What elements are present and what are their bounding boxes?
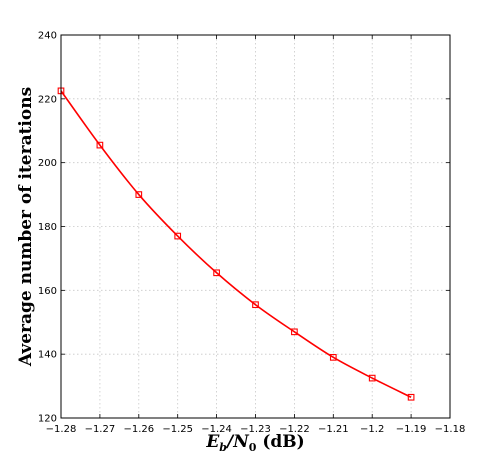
x-tick-label: −1.28 bbox=[46, 424, 77, 435]
y-tick-label: 120 bbox=[38, 414, 57, 425]
series-line bbox=[60, 90, 412, 398]
data-point-marker bbox=[213, 269, 220, 277]
y-tick-label: 180 bbox=[38, 222, 57, 233]
x-tick-label: −1.19 bbox=[396, 424, 427, 435]
y-tick-label: 220 bbox=[38, 94, 57, 105]
x-tick-label: −1.25 bbox=[162, 424, 193, 435]
x-tick-label: −1.26 bbox=[123, 424, 154, 435]
data-point-marker bbox=[329, 354, 337, 361]
x-axis-label: Eb/N0 (dB) bbox=[205, 432, 304, 454]
x-tick-label: −1.2 bbox=[360, 424, 384, 435]
data-point-marker bbox=[252, 301, 259, 309]
y-axis-label: Average number of iterations bbox=[16, 87, 36, 367]
x-axis-label-unit: (dB) bbox=[256, 432, 304, 452]
data-point-marker bbox=[96, 141, 104, 149]
x-tick-label: −1.27 bbox=[85, 424, 116, 435]
y-tick-label: 140 bbox=[38, 350, 57, 361]
x-axis-label-n: /N bbox=[225, 432, 250, 452]
data-point-marker bbox=[135, 191, 143, 198]
x-tick-label: −1.23 bbox=[240, 424, 271, 435]
x-tick-label: −1.22 bbox=[279, 424, 310, 435]
data-point-marker bbox=[407, 393, 415, 401]
x-axis-label-e: E bbox=[205, 432, 220, 452]
plot-frame bbox=[60, 34, 451, 419]
x-tick-label: −1.18 bbox=[435, 424, 466, 435]
tick-labels: −1.28 −1.27 −1.26 −1.25 −1.24 −1.23 −1.22 −1.21… bbox=[38, 31, 465, 436]
y-tick-label: 200 bbox=[38, 158, 57, 169]
series-layer bbox=[57, 87, 415, 401]
y-tick-label: 240 bbox=[38, 31, 57, 42]
data-point-marker bbox=[368, 374, 376, 382]
x-axis-label-sub-b: b bbox=[219, 441, 227, 454]
data-point-marker bbox=[291, 328, 298, 336]
x-axis-label-sub-0: 0 bbox=[249, 441, 257, 454]
data-point-marker bbox=[174, 232, 182, 240]
grid-lines bbox=[61, 35, 450, 418]
y-tick-label: 160 bbox=[38, 286, 57, 297]
x-tick-label: −1.21 bbox=[318, 424, 349, 435]
x-tick-label: −1.24 bbox=[201, 424, 232, 435]
